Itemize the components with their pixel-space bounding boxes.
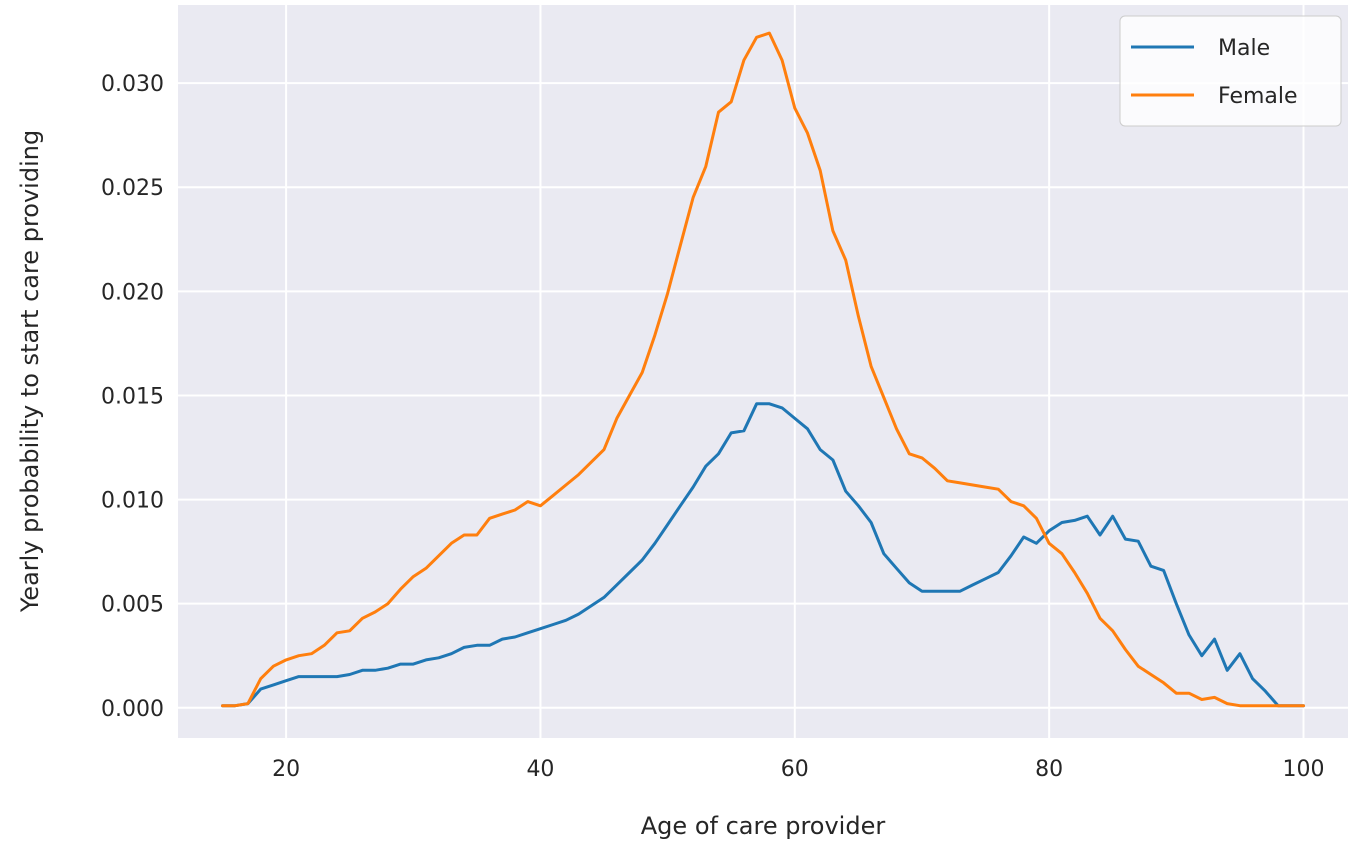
grid: [178, 5, 1348, 738]
x-tick-labels: 20 40 60 80 100: [272, 757, 1324, 782]
legend-label-male: Male: [1218, 36, 1270, 61]
legend: Male Female: [1119, 15, 1342, 127]
x-tick-label: 40: [526, 757, 554, 782]
series-line-female: [221, 31, 1305, 708]
y-tick-label: 0.030: [101, 72, 164, 97]
series-line-male: [221, 402, 1305, 708]
legend-label-female: Female: [1218, 84, 1298, 109]
y-tick-label: 0.020: [101, 280, 164, 305]
y-tick-label: 0.000: [101, 697, 164, 722]
x-tick-label: 60: [781, 757, 809, 782]
plot-area: [178, 5, 1348, 738]
x-tick-label: 80: [1035, 757, 1063, 782]
x-tick-label: 100: [1282, 757, 1324, 782]
y-tick-labels: 0.000 0.005 0.010 0.015 0.020 0.025 0.030: [101, 72, 164, 722]
series-layer: [221, 31, 1305, 708]
y-tick-label: 0.025: [101, 176, 164, 201]
x-tick-label: 20: [272, 757, 300, 782]
y-tick-label: 0.015: [101, 384, 164, 409]
y-tick-label: 0.010: [101, 489, 164, 514]
x-axis-label: Age of care provider: [641, 812, 886, 840]
y-tick-label: 0.005: [101, 593, 164, 618]
legend-box: [1119, 15, 1342, 127]
y-axis-label: Yearly probability to start care providi…: [16, 130, 44, 613]
